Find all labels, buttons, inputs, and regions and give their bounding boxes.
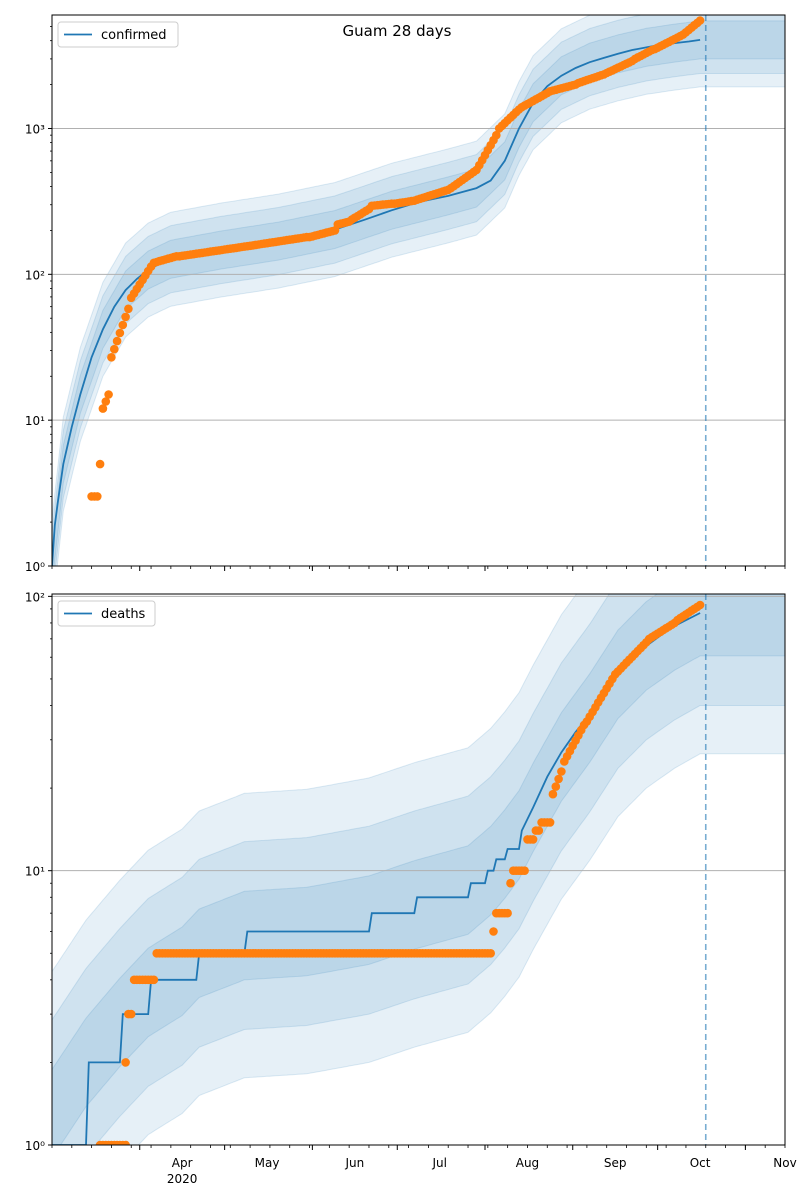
uncertainty-band — [52, 15, 785, 566]
data-point — [124, 304, 133, 314]
data-point — [110, 344, 119, 354]
observed-points — [87, 16, 705, 501]
data-point — [534, 826, 544, 835]
figure-title: Guam 28 days — [343, 22, 452, 40]
y-tick-label: 10⁰ — [25, 1139, 45, 1153]
data-point — [557, 767, 566, 776]
data-point — [121, 1140, 130, 1145]
y-tick-label: 10⁰ — [25, 560, 45, 574]
data-point — [126, 1009, 136, 1019]
plot-area — [52, 594, 785, 1145]
legend: confirmed — [57, 21, 179, 48]
legend: deaths — [57, 600, 156, 627]
data-point — [98, 404, 108, 413]
data-point — [104, 390, 113, 399]
data-point — [551, 782, 561, 791]
uncertainty-band — [52, 594, 785, 1145]
data-point — [695, 600, 705, 610]
data-point — [520, 866, 529, 875]
uncertainty-band — [52, 15, 785, 566]
data-point — [528, 835, 538, 844]
data-point — [101, 397, 111, 406]
data-point — [548, 789, 558, 799]
x-tick-label: Jun — [344, 1156, 364, 1170]
uncertainty-band — [52, 20, 785, 566]
deaths-panel: 10⁰ 10¹ 10² Apr 2020 May Jun Jul Aug Sep Oct Nov dea… — [25, 590, 797, 1186]
y-tick-label: 10² — [25, 268, 45, 282]
data-point — [503, 908, 512, 918]
x-tick-year-label: 2020 — [167, 1172, 198, 1186]
y-tick-label: 10¹ — [25, 865, 45, 879]
y-tick-label: 10¹ — [25, 414, 45, 428]
axes-frame — [51, 14, 786, 567]
y-tick-label: 10² — [25, 590, 45, 604]
x-tick-label: Sep — [604, 1156, 627, 1170]
confirmed-panel: 10⁰ 10¹ 10² 10³ confirmed — [25, 14, 786, 574]
legend-label: confirmed — [101, 28, 167, 43]
model-line — [52, 39, 701, 566]
data-point — [506, 878, 515, 888]
data-point — [554, 774, 563, 784]
legend-label: deaths — [101, 607, 146, 622]
data-point — [107, 353, 116, 362]
axes-frame — [51, 593, 786, 1146]
data-point — [115, 328, 125, 338]
data-point — [121, 312, 130, 322]
data-point — [492, 130, 501, 140]
data-point — [121, 1058, 130, 1067]
uncertainty-band — [52, 594, 785, 1145]
x-tick-label: Nov — [773, 1156, 796, 1170]
observed-points — [95, 600, 705, 1145]
x-tick-label: May — [255, 1156, 280, 1170]
uncertainty-band — [52, 594, 785, 1145]
data-point — [486, 949, 496, 958]
data-point — [149, 975, 159, 985]
data-point — [489, 927, 498, 936]
data-point — [93, 492, 102, 501]
data-point — [95, 459, 105, 469]
y-tick-label: 10³ — [25, 122, 45, 136]
x-tick-label: Apr — [172, 1156, 193, 1170]
x-tick-label: Jul — [431, 1156, 446, 1170]
data-point — [545, 818, 555, 827]
plot-area — [52, 15, 785, 566]
x-tick-label: Oct — [690, 1156, 711, 1170]
data-point — [695, 16, 705, 25]
data-point — [112, 336, 122, 346]
legend-box — [57, 600, 156, 627]
x-tick-label: Aug — [516, 1156, 539, 1170]
data-point — [118, 320, 128, 330]
legend-box — [57, 21, 179, 48]
